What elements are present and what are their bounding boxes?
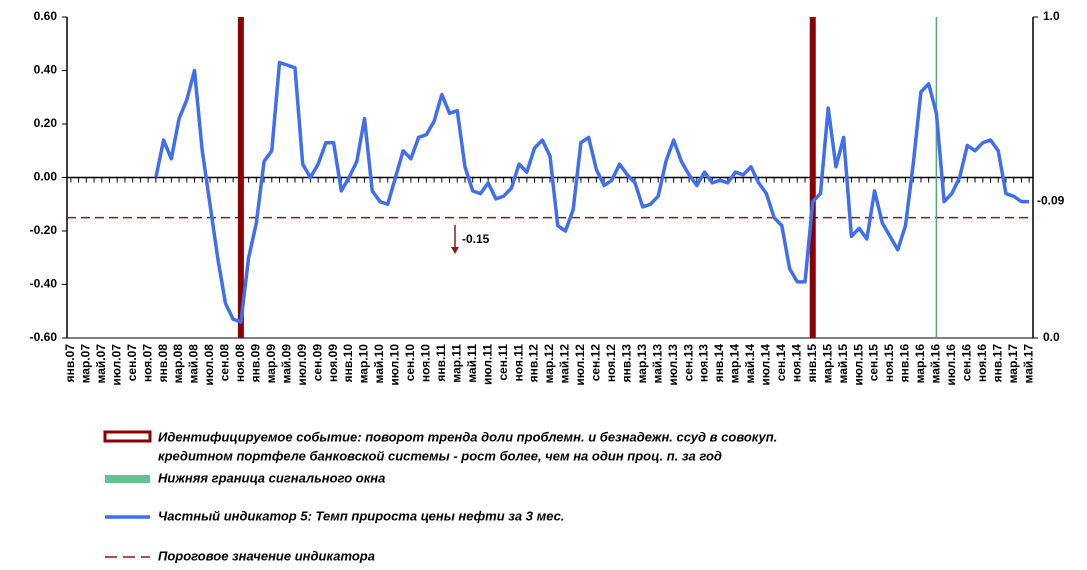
y-tick-label: -0.20 [30, 223, 58, 237]
x-tick-label: июл.07 [109, 344, 123, 386]
x-tick-label: мар.13 [635, 344, 649, 384]
x-tick-label: июл.11 [480, 344, 494, 385]
y-tick-label: -0.40 [30, 277, 58, 291]
x-tick-label: мар.15 [820, 344, 834, 384]
threshold-arrow-head [451, 247, 459, 254]
legend-label: Нижняя граница сигнального окна [158, 470, 385, 485]
x-tick-label: сен.13 [681, 344, 695, 382]
x-tick-label: сен.11 [496, 344, 510, 381]
x-tick-label: мар.10 [357, 344, 371, 384]
x-tick-label: май.08 [187, 344, 201, 384]
x-tick-label: июл.13 [666, 344, 680, 386]
series-line [154, 60, 1030, 324]
x-tick-label: сен.15 [867, 344, 881, 382]
x-tick-label: июл.15 [851, 344, 865, 386]
y-tick-label: -0.60 [30, 330, 58, 344]
x-tick-label: ноя.11 [511, 344, 525, 382]
x-tick-label: май.09 [279, 344, 293, 384]
x-tick-label: ноя.14 [789, 344, 803, 382]
x-tick-label: сен.08 [218, 344, 232, 382]
x-tick-label: мар.07 [78, 344, 92, 384]
legend-label: кредитном портфеле банковской системы - … [158, 448, 722, 463]
x-tick-label: июл.08 [202, 344, 216, 386]
x-tick-label: май.07 [94, 344, 108, 384]
x-tick-label: июл.14 [759, 344, 773, 386]
event-bar [809, 17, 816, 338]
x-tick-label: мар.17 [1006, 344, 1020, 384]
x-tick-label: мар.14 [728, 344, 742, 384]
x-tick-label: ноя.08 [233, 344, 247, 382]
x-tick-label: сен.16 [959, 344, 973, 382]
x-tick-label: ноя.15 [882, 344, 896, 382]
x-tick-label: сен.12 [589, 344, 603, 382]
x-tick-label: май.13 [650, 344, 664, 384]
x-tick-label: янв.13 [619, 344, 633, 383]
x-tick-label: янв.09 [249, 344, 263, 383]
x-tick-label: ноя.16 [975, 344, 989, 382]
x-tick-label: янв.12 [527, 344, 541, 383]
x-tick-label: июл.09 [295, 344, 309, 386]
x-tick-label: сен.10 [403, 344, 417, 382]
x-tick-label: ноя.09 [326, 344, 340, 382]
threshold-label: -0.15 [462, 232, 490, 246]
x-tick-label: янв.15 [805, 344, 819, 383]
x-tick-label: июл.10 [388, 344, 402, 386]
y-tick-label: 0.20 [34, 116, 58, 130]
x-tick-label: май.14 [743, 344, 757, 384]
x-tick-label: мар.09 [264, 344, 278, 384]
x-tick-label: май.17 [1021, 344, 1035, 384]
end-label: -0.09 [1037, 194, 1065, 208]
legend-label: Идентифицируемое событие: поворот тренда… [158, 429, 777, 444]
x-tick-label: июл.16 [944, 344, 958, 386]
legend-signal-swatch [105, 475, 150, 483]
y2-tick-label: 0.0 [1043, 330, 1060, 344]
x-tick-label: май.12 [558, 344, 572, 384]
x-tick-label: май.15 [836, 344, 850, 384]
x-tick-label: янв.14 [712, 344, 726, 383]
legend-label: Частный индикатор 5: Темп прироста цены … [158, 508, 564, 523]
x-tick-label: ноя.13 [697, 344, 711, 382]
x-tick-label: янв.17 [990, 344, 1004, 383]
event-bar [237, 17, 244, 338]
x-tick-label: ноя.07 [140, 344, 154, 382]
x-tick-label: май.16 [929, 344, 943, 384]
x-tick-label: мар.08 [171, 344, 185, 384]
x-tick-label: ноя.12 [604, 344, 618, 382]
x-tick-label: июл.12 [573, 344, 587, 386]
x-tick-label: янв.08 [156, 344, 170, 383]
y-tick-label: 0.00 [34, 170, 58, 184]
x-tick-label: сен.07 [125, 344, 139, 382]
x-tick-label: мар.12 [542, 344, 556, 384]
x-tick-label: янв.16 [898, 344, 912, 383]
y2-tick-label: 1.0 [1043, 9, 1060, 23]
legend-event-swatch [103, 430, 152, 443]
x-tick-label: янв.07 [63, 344, 77, 383]
x-tick-label: янв.10 [341, 344, 355, 383]
x-tick-label: сен.14 [774, 344, 788, 382]
legend-label: Пороговое значение индикатора [158, 548, 375, 563]
x-tick-label: мар.16 [913, 344, 927, 384]
x-tick-label: май.10 [372, 344, 386, 384]
x-tick-label: сен.09 [310, 344, 324, 382]
x-tick-label: ноя.10 [419, 344, 433, 382]
x-tick-label: май.11 [465, 344, 479, 383]
x-tick-label: янв.11 [434, 344, 448, 382]
x-tick-label: мар.11 [449, 344, 463, 383]
y-tick-label: 0.60 [34, 9, 58, 23]
y-tick-label: 0.40 [34, 63, 58, 77]
